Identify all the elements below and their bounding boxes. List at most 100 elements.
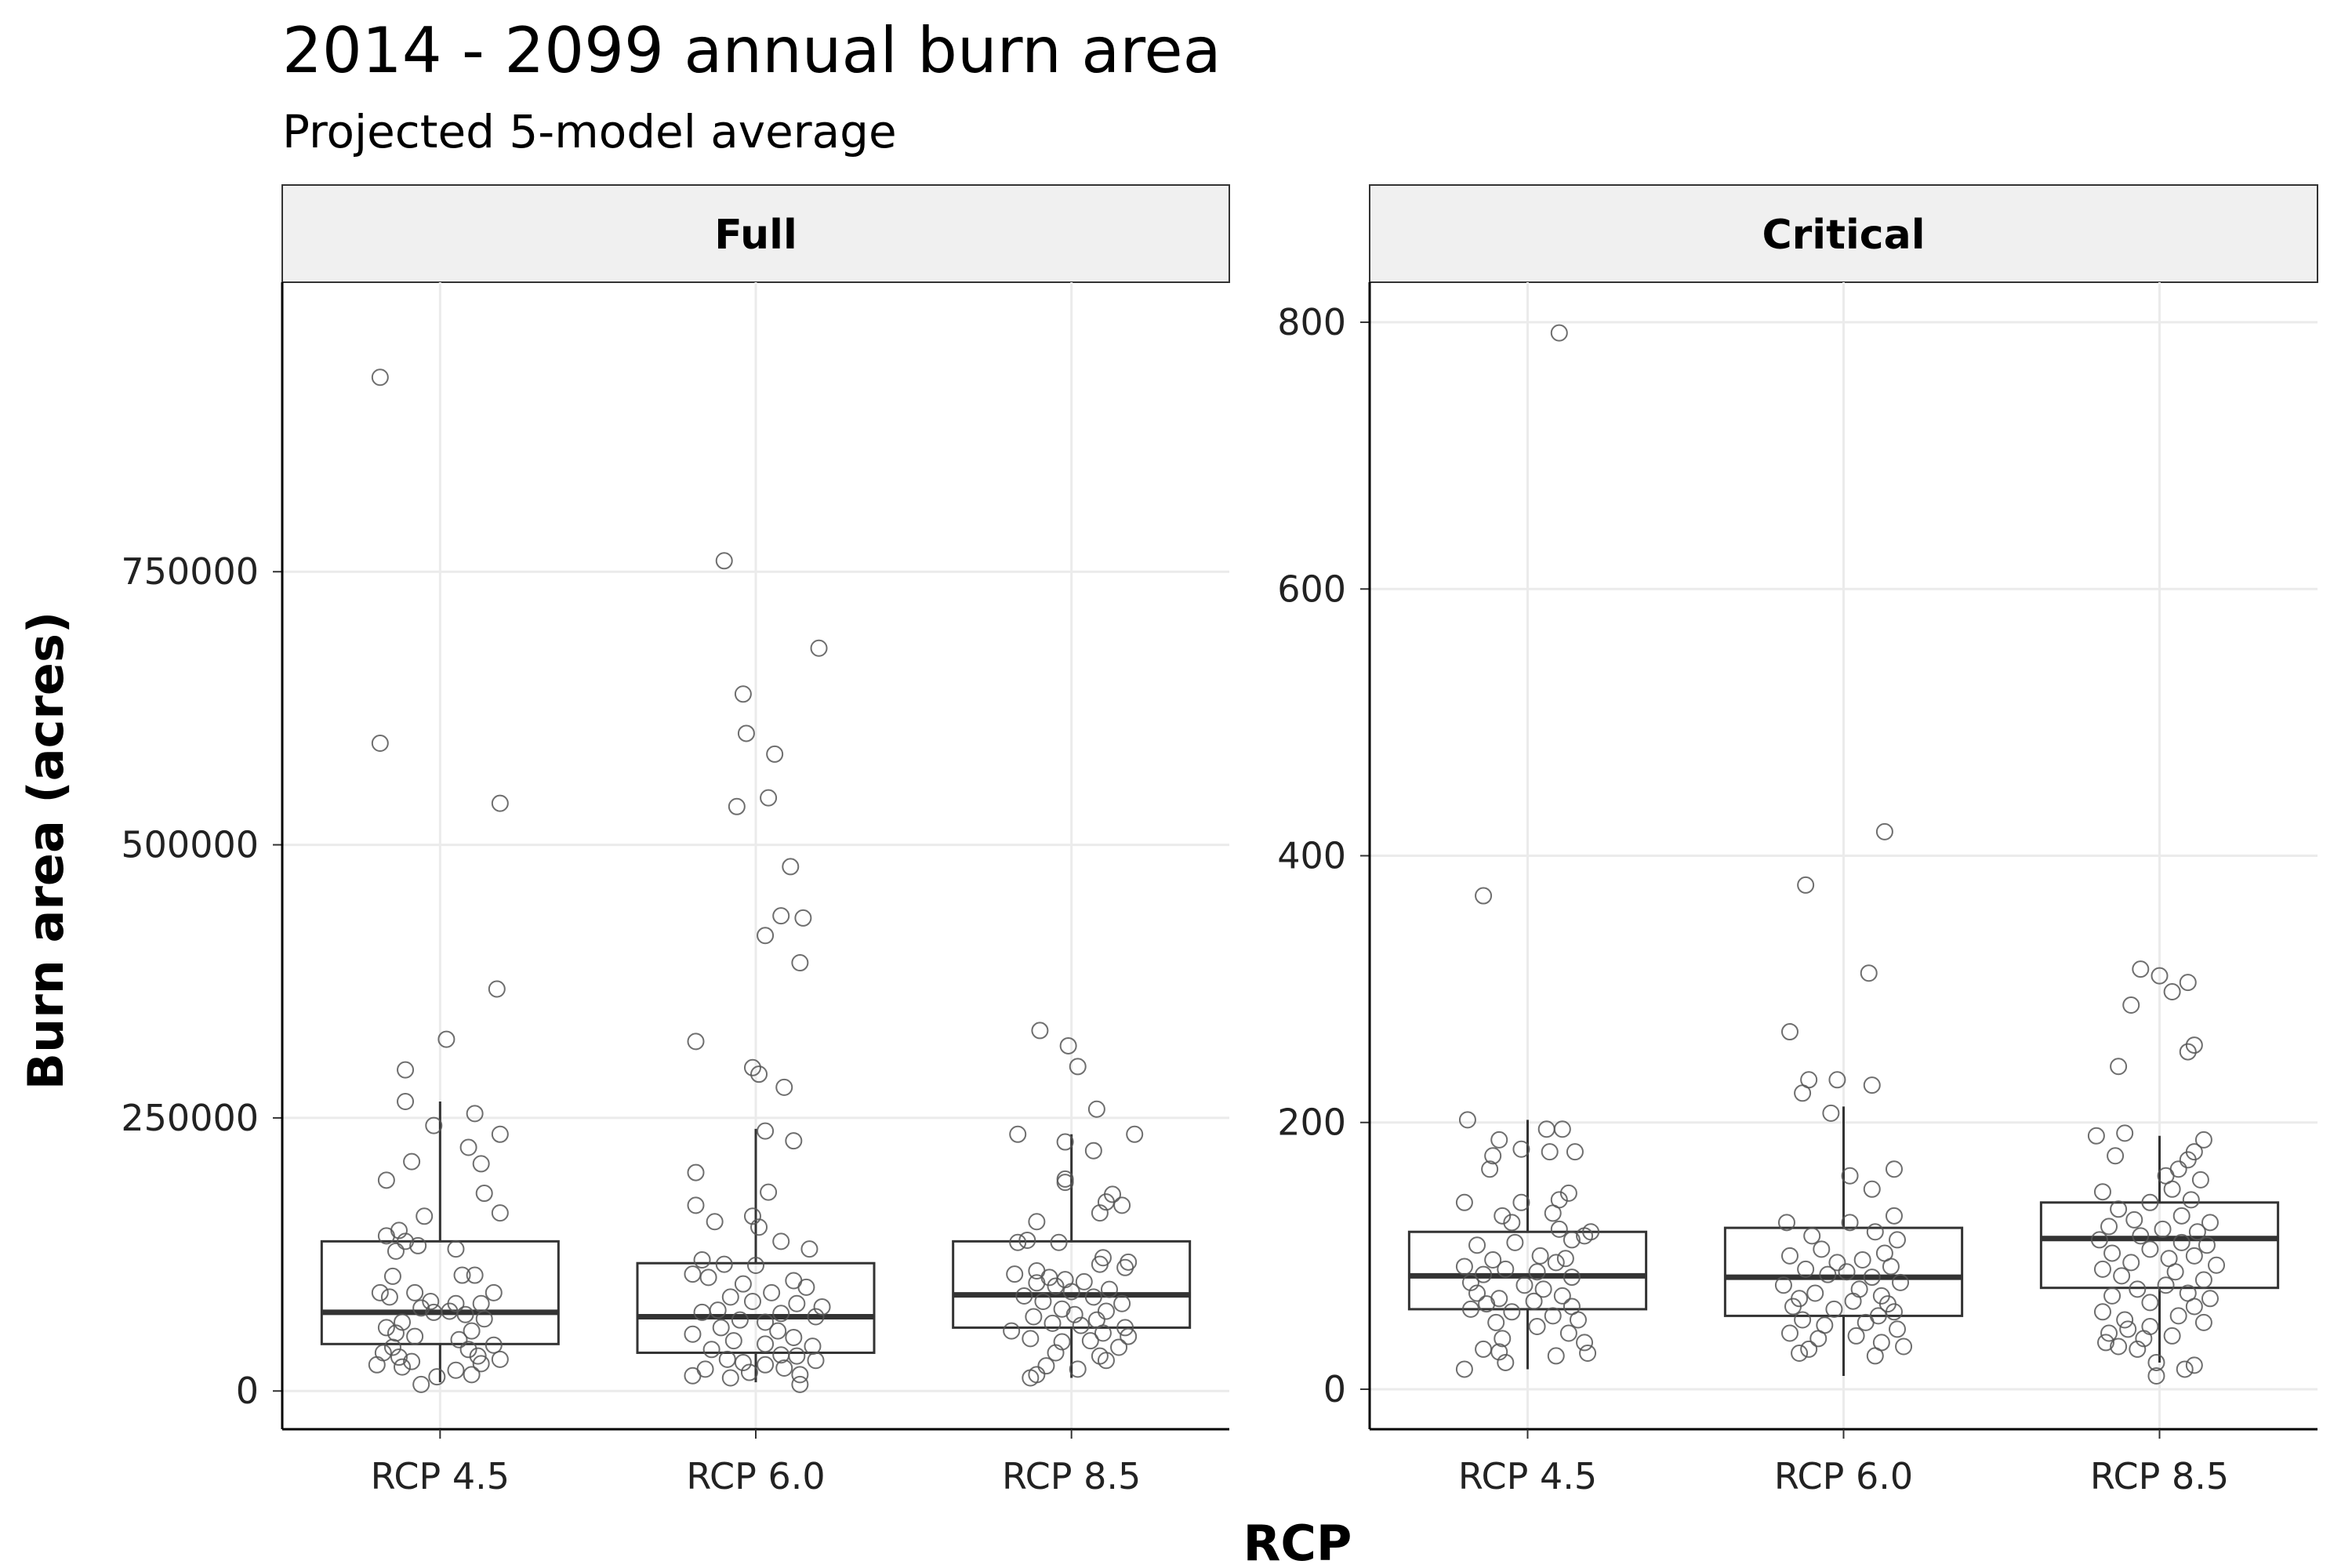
data-point [1791,1345,1809,1363]
data-point [763,1283,781,1301]
data-point [463,1322,481,1340]
data-point [769,1322,787,1340]
data-point [1819,1265,1837,1283]
data-point [757,927,775,945]
data-point [2141,1193,2159,1211]
data-point [2125,1210,2143,1229]
data-point [1087,1100,1105,1118]
box-iqr [2039,1201,2280,1290]
data-point [450,1330,468,1348]
data-point [1822,1104,1840,1122]
data-point [409,1236,427,1254]
data-point [1484,1250,1502,1269]
data-point [2179,1043,2197,1061]
data-point [1097,1302,1115,1320]
data-point [1569,1311,1587,1329]
y-tick-label: 0 [236,1370,259,1412]
data-point [2172,1207,2190,1225]
data-point [1559,1324,1577,1342]
data-point [2191,1171,2209,1189]
data-point [1018,1231,1036,1249]
data-point [1515,1276,1534,1294]
x-tick-label: RCP 8.5 [2090,1455,2229,1497]
data-point [2147,1353,2165,1371]
data-point [406,1283,424,1301]
data-point [693,1251,711,1269]
data-point [1863,1180,1881,1198]
data-point [491,1350,509,1368]
data-point [785,1132,803,1150]
x-axis-title: RCP [1243,1515,1352,1568]
data-point [1534,1280,1552,1298]
data-point [813,1298,831,1316]
data-point [2119,1320,2137,1338]
data-point [1028,1213,1046,1231]
data-point [734,1275,752,1293]
data-point [1544,1204,1562,1222]
data-point [1547,1347,1565,1365]
data-point [1556,1250,1574,1268]
data-point [1455,1193,1473,1211]
data-point [1455,1360,1473,1378]
data-point [1825,1300,1843,1318]
data-point [693,1303,711,1321]
data-point [2169,1307,2187,1325]
data-point [1053,1333,1071,1351]
data-point [380,1288,398,1306]
data-point [743,1058,761,1076]
data-point [1794,1311,1812,1329]
panel-strip-label: Critical [1762,212,1925,259]
data-point [2100,1324,2118,1342]
chart-title: 2014 - 2099 annual burn area [282,14,1221,87]
data-point [2135,1330,2153,1348]
data-point [1091,1255,1109,1273]
data-point [1780,1324,1798,1342]
data-point [485,1283,503,1301]
data-point [734,1354,752,1372]
data-point [2194,1271,2212,1289]
data-point [371,1283,389,1301]
data-point [1069,1360,1087,1378]
data-point [2157,1276,2175,1294]
data-point [368,1356,386,1374]
data-point [1885,1207,1903,1225]
data-point [1506,1233,1524,1251]
x-tick-label: RCP 6.0 [1774,1455,1913,1497]
data-point [1512,1140,1530,1158]
data-point [2163,1327,2181,1345]
data-point [734,685,752,703]
panel-strip [1369,184,2318,283]
box-iqr [320,1240,560,1345]
data-point [383,1338,401,1356]
data-point [1015,1287,1033,1305]
data-point [397,1093,415,1110]
y-tick-label: 800 [1277,301,1346,343]
data-point [1494,1207,1512,1225]
data-point [2194,1131,2212,1149]
data-point [1503,1303,1521,1321]
data-point [794,909,812,927]
data-point [1044,1314,1062,1332]
data-point [721,1288,739,1306]
data-point [788,1294,806,1312]
data-point [1579,1345,1597,1363]
data-point [428,1368,446,1386]
data-point [1547,1254,1565,1272]
data-point [1889,1231,1907,1249]
data-point [447,1361,465,1379]
data-point [2122,1254,2140,1272]
data-point [1484,1147,1502,1165]
data-point [390,1348,408,1367]
data-point [394,1358,412,1376]
data-point [740,1363,758,1381]
data-point [463,1366,481,1384]
data-point [1458,1111,1476,1129]
data-point [772,1305,790,1323]
data-point [472,1155,490,1173]
data-point [1882,1258,1900,1276]
data-point [2087,1127,2105,1145]
data-point [1512,1193,1530,1211]
data-point [2163,1180,2181,1198]
box-iqr [636,1261,876,1354]
y-tick-label: 250000 [121,1097,259,1139]
